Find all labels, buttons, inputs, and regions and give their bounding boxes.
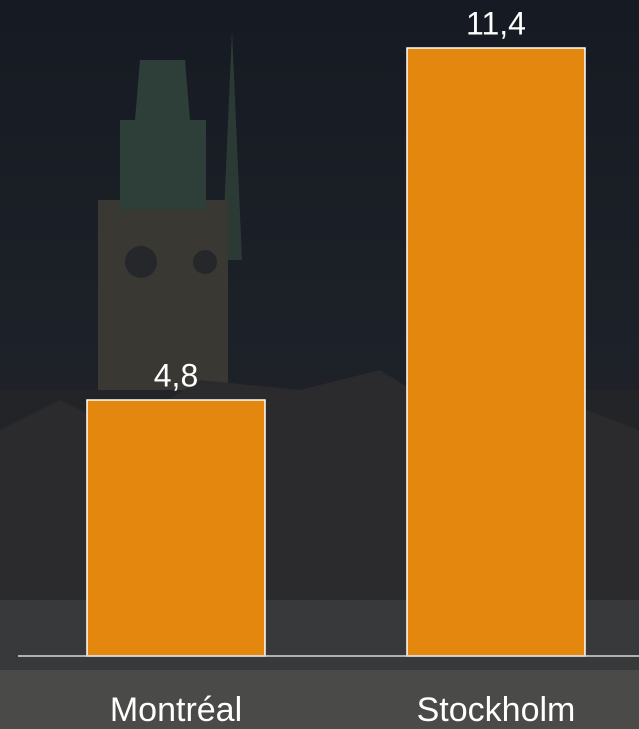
value-label: 11,4 <box>466 5 526 41</box>
value-label: 4,8 <box>154 357 198 393</box>
bar <box>406 47 586 657</box>
x-tick-label: Montréal <box>110 691 242 729</box>
x-tick-label: Stockholm <box>417 691 576 729</box>
bar <box>86 399 266 657</box>
